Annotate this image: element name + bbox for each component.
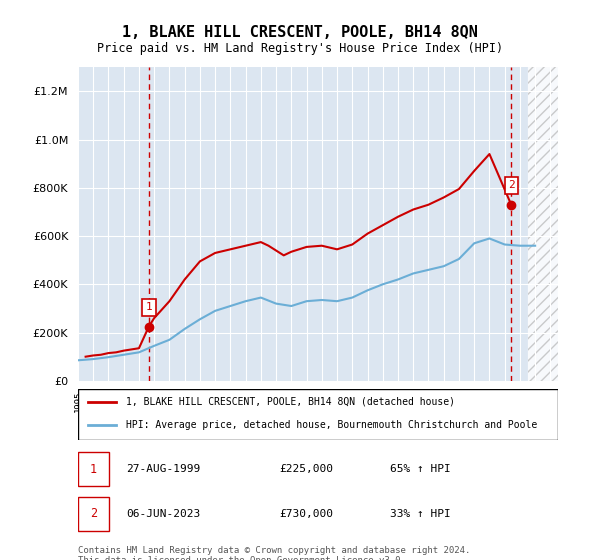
Bar bbox=[527, 67, 558, 381]
Text: 65% ↑ HPI: 65% ↑ HPI bbox=[390, 464, 451, 474]
Text: HPI: Average price, detached house, Bournemouth Christchurch and Poole: HPI: Average price, detached house, Bour… bbox=[126, 421, 537, 431]
Text: 1: 1 bbox=[145, 302, 152, 312]
Text: Price paid vs. HM Land Registry's House Price Index (HPI): Price paid vs. HM Land Registry's House … bbox=[97, 42, 503, 55]
Bar bbox=[527, 67, 558, 381]
Text: 2: 2 bbox=[508, 180, 515, 190]
Text: 33% ↑ HPI: 33% ↑ HPI bbox=[390, 509, 451, 519]
FancyBboxPatch shape bbox=[78, 452, 109, 486]
Text: Contains HM Land Registry data © Crown copyright and database right 2024.
This d: Contains HM Land Registry data © Crown c… bbox=[78, 546, 470, 560]
FancyBboxPatch shape bbox=[78, 389, 558, 440]
Text: 1: 1 bbox=[90, 463, 97, 475]
Text: 1, BLAKE HILL CRESCENT, POOLE, BH14 8QN (detached house): 1, BLAKE HILL CRESCENT, POOLE, BH14 8QN … bbox=[126, 397, 455, 407]
FancyBboxPatch shape bbox=[78, 497, 109, 531]
Text: £730,000: £730,000 bbox=[280, 509, 334, 519]
Text: 1, BLAKE HILL CRESCENT, POOLE, BH14 8QN: 1, BLAKE HILL CRESCENT, POOLE, BH14 8QN bbox=[122, 25, 478, 40]
Text: £225,000: £225,000 bbox=[280, 464, 334, 474]
Text: 06-JUN-2023: 06-JUN-2023 bbox=[126, 509, 200, 519]
Text: 2: 2 bbox=[90, 507, 97, 520]
Text: 27-AUG-1999: 27-AUG-1999 bbox=[126, 464, 200, 474]
